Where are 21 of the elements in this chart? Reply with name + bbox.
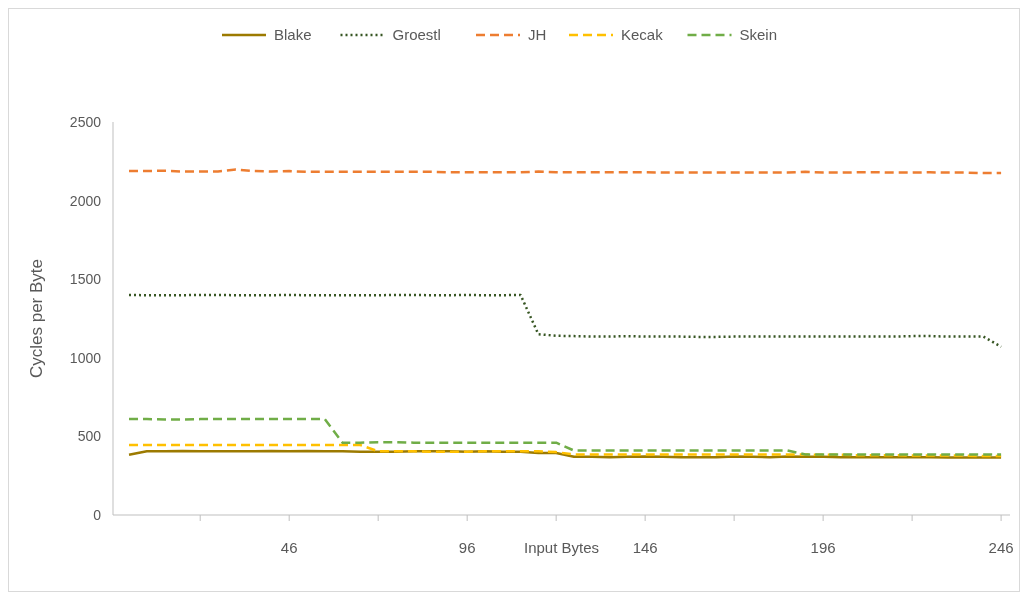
x-tick-label: 46 <box>280 539 298 557</box>
y-tick-label: 2000 <box>69 192 102 209</box>
x-tick-label: 146 <box>632 539 658 557</box>
legend-label: Kecak <box>621 26 664 44</box>
y-axis-title: Cycles per Byte <box>27 258 46 379</box>
y-tick-label: 500 <box>77 428 102 445</box>
legend-label: Groestl <box>392 26 441 44</box>
legend-label: Skein <box>739 26 778 44</box>
line-series <box>127 417 1003 456</box>
line-series <box>127 443 1003 458</box>
y-tick-label: 1500 <box>69 271 102 288</box>
legend-label: JH <box>528 26 547 44</box>
x-tick-label: 96 <box>458 539 476 557</box>
y-tick-label: 0 <box>93 506 102 523</box>
legend-label: Blake <box>274 26 312 44</box>
line-series <box>127 293 1003 349</box>
x-axis-title: Input Bytes <box>523 539 600 557</box>
y-tick-label: 1000 <box>69 349 102 366</box>
x-tick-label: 246 <box>988 539 1014 557</box>
y-tick-label: 2500 <box>69 113 102 130</box>
x-tick-label: 196 <box>810 539 836 557</box>
